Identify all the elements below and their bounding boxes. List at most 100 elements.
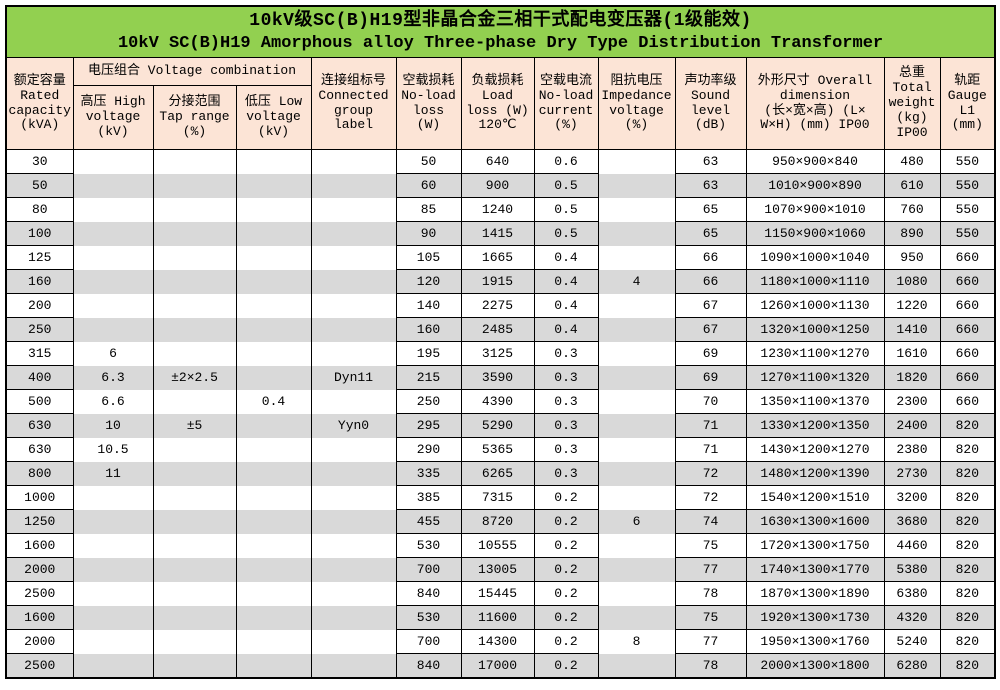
- table-cell: 0.5: [533, 197, 599, 222]
- table-cell: 1610: [883, 341, 941, 366]
- table-cell: [235, 557, 312, 582]
- table-cell: [235, 221, 312, 246]
- table-cell: 2485: [460, 317, 535, 342]
- table-cell: [72, 197, 154, 222]
- table-cell: 4320: [883, 605, 941, 630]
- table-cell: [72, 605, 154, 630]
- table-cell: 69: [674, 365, 747, 390]
- table-cell: 250: [395, 389, 462, 414]
- col-header-tap-range: 分接范围 Tap range (%): [152, 85, 237, 150]
- table-cell: 1330×1200×1350: [745, 413, 885, 438]
- table-cell: 700: [395, 557, 462, 582]
- table-cell: 820: [939, 509, 996, 534]
- table-cell: 5365: [460, 437, 535, 462]
- table-cell: 6.6: [72, 389, 154, 414]
- table-cell: [310, 461, 397, 486]
- table-cell: 0.2: [533, 629, 599, 654]
- table-cell: [235, 173, 312, 198]
- table-cell: 11600: [460, 605, 535, 630]
- table-cell: 5240: [883, 629, 941, 654]
- table-cell: [310, 437, 397, 462]
- table-cell: 1230×1100×1270: [745, 341, 885, 366]
- table-cell: 15445: [460, 581, 535, 606]
- table-cell: [310, 293, 397, 318]
- table-cell: [597, 437, 676, 462]
- table-cell: 3680: [883, 509, 941, 534]
- table-cell: 80: [5, 197, 74, 222]
- header-row-top: 额定容量 Rated capacity (kVA) 电压组合 Voltage c…: [5, 57, 996, 150]
- table-cell: 2300: [883, 389, 941, 414]
- table-cell: 1720×1300×1750: [745, 533, 885, 558]
- table-cell: 630: [5, 437, 74, 462]
- table-row: 160 120 1915 0.4 4 66 1180×1000×1110 1080 660: [5, 269, 996, 294]
- table-cell: 0.3: [533, 461, 599, 486]
- table-cell: [152, 293, 237, 318]
- table-cell: 295: [395, 413, 462, 438]
- table-cell: 0.2: [533, 581, 599, 606]
- table-cell: 1080: [883, 269, 941, 294]
- table-cell: [235, 461, 312, 486]
- table-cell: 660: [939, 365, 996, 390]
- table-cell: 71: [674, 437, 747, 462]
- table-cell: 820: [939, 629, 996, 654]
- table-cell: [152, 485, 237, 510]
- table-cell: 5290: [460, 413, 535, 438]
- table-cell: [310, 389, 397, 414]
- table-cell: 6.3: [72, 365, 154, 390]
- table-cell: [310, 317, 397, 342]
- table-cell: [597, 149, 676, 174]
- table-cell: Dyn11: [310, 365, 397, 390]
- table-cell: [152, 629, 237, 654]
- table-cell: 195: [395, 341, 462, 366]
- table-cell: 75: [674, 605, 747, 630]
- table-row: 1250 455 8720 0.2 6 74 1630×1300×1600 3680 820: [5, 509, 996, 534]
- table-cell: 0.3: [533, 365, 599, 390]
- table-cell: 6: [597, 509, 676, 534]
- table-row: 2500 840 17000 0.2 78 2000×1300×1800 6280 820: [5, 653, 996, 679]
- table-cell: 50: [395, 149, 462, 174]
- header-row-sub: 高压 High voltage (kV) 分接范围 Tap range (%) …: [6, 85, 995, 150]
- table-cell: 820: [939, 485, 996, 510]
- table-cell: 1540×1200×1510: [745, 485, 885, 510]
- table-cell: [152, 341, 237, 366]
- table-cell: [597, 485, 676, 510]
- table-cell: 0.4: [533, 317, 599, 342]
- table-cell: [597, 173, 676, 198]
- table-cell: 315: [5, 341, 74, 366]
- table-cell: [72, 485, 154, 510]
- table-cell: 1070×900×1010: [745, 197, 885, 222]
- table-cell: 0.4: [533, 245, 599, 270]
- title-english: 10kV SC(B)H19 Amorphous alloy Three-phas…: [117, 34, 884, 54]
- col-header-total-weight: 总重 Total weight (kg) IP00: [883, 57, 941, 150]
- table-cell: [235, 605, 312, 630]
- table-cell: 1600: [5, 533, 74, 558]
- table-cell: 71: [674, 413, 747, 438]
- table-cell: 660: [939, 341, 996, 366]
- table-cell: 1010×900×890: [745, 173, 885, 198]
- col-header-low-voltage: 低压 Low voltage (kV): [235, 85, 312, 150]
- table-cell: [235, 149, 312, 174]
- table-cell: [72, 509, 154, 534]
- table-cell: 1250: [5, 509, 74, 534]
- table-cell: 2380: [883, 437, 941, 462]
- table-cell: 120: [395, 269, 462, 294]
- table-cell: 1415: [460, 221, 535, 246]
- table-cell: [597, 533, 676, 558]
- table-cell: 820: [939, 437, 996, 462]
- table-cell: 900: [460, 173, 535, 198]
- table-row: 630 10.5 290 5365 0.3 71 1430×1200×1270 2380 820: [5, 437, 996, 462]
- table-cell: [235, 197, 312, 222]
- transformer-spec-table: 10kV级SC(B)H19型非晶合金三相干式配电变压器(1级能效) 10kV S…: [5, 5, 997, 679]
- table-row: 500 6.6 0.4 250 4390 0.3 70 1350×1100×1370 2300 6…: [5, 389, 996, 414]
- table-cell: [72, 173, 154, 198]
- table-cell: [597, 389, 676, 414]
- table-row: 400 6.3 ±2×2.5 Dyn11 215 3590 0.3 69 1270×1100×1…: [5, 365, 996, 390]
- table-cell: 140: [395, 293, 462, 318]
- table-cell: 63: [674, 173, 747, 198]
- table-row: 2000 700 14300 0.2 8 77 1950×1300×1760 5240 820: [5, 629, 996, 654]
- table-cell: 760: [883, 197, 941, 222]
- table-cell: 1740×1300×1770: [745, 557, 885, 582]
- table-cell: 10.5: [72, 437, 154, 462]
- table-cell: 840: [395, 653, 462, 679]
